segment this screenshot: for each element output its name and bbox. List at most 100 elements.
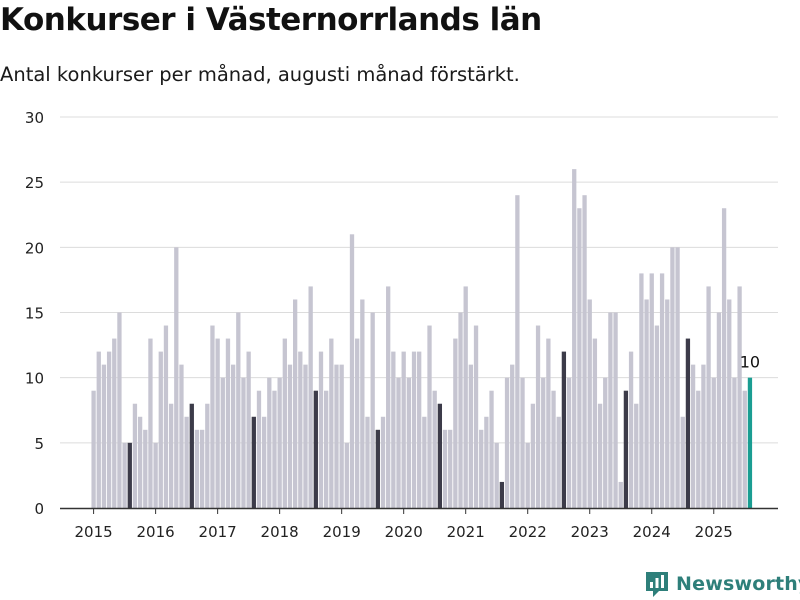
bar bbox=[236, 312, 241, 508]
y-tick-label: 10 bbox=[25, 370, 44, 388]
bar bbox=[417, 351, 422, 508]
bar bbox=[220, 377, 225, 508]
bar bbox=[504, 377, 510, 508]
bar bbox=[499, 481, 505, 508]
bar bbox=[721, 208, 727, 509]
bar bbox=[298, 351, 303, 508]
bar bbox=[148, 338, 153, 508]
y-tick-label: 0 bbox=[34, 500, 44, 518]
bar bbox=[184, 416, 189, 508]
bar bbox=[205, 403, 210, 508]
bar bbox=[122, 442, 127, 508]
bar bbox=[112, 338, 117, 508]
bar bbox=[597, 403, 603, 508]
bar bbox=[293, 299, 298, 508]
bar bbox=[199, 429, 205, 508]
bar bbox=[174, 247, 179, 508]
bar bbox=[329, 338, 334, 508]
bar bbox=[339, 364, 344, 508]
bar bbox=[179, 364, 184, 508]
x-tick-label: 2021 bbox=[447, 523, 485, 541]
bar bbox=[132, 403, 138, 508]
bar bbox=[308, 286, 313, 508]
x-tick-label: 2023 bbox=[571, 523, 609, 541]
bar bbox=[520, 377, 525, 508]
bars bbox=[91, 169, 753, 509]
bar bbox=[230, 364, 236, 508]
bar bbox=[551, 390, 556, 508]
bar bbox=[163, 325, 169, 508]
bar bbox=[406, 377, 411, 508]
bar bbox=[256, 390, 262, 508]
bar bbox=[153, 442, 158, 508]
bar bbox=[634, 403, 639, 508]
y-tick-label: 20 bbox=[25, 239, 44, 257]
bar bbox=[639, 273, 644, 508]
bar bbox=[391, 351, 396, 508]
bar bbox=[613, 312, 618, 508]
bar bbox=[556, 416, 561, 508]
bar bbox=[303, 364, 308, 508]
bar bbox=[261, 416, 267, 508]
x-tick-label: 2025 bbox=[695, 523, 733, 541]
bar bbox=[577, 208, 582, 509]
bar bbox=[143, 429, 148, 508]
bar bbox=[515, 195, 520, 508]
bar bbox=[386, 286, 391, 508]
x-tick-label: 2016 bbox=[137, 523, 175, 541]
bar bbox=[541, 377, 546, 508]
bar bbox=[355, 338, 360, 508]
bar bbox=[747, 377, 753, 508]
bar bbox=[448, 429, 453, 508]
bar bbox=[670, 247, 675, 508]
bar bbox=[737, 286, 742, 508]
bar bbox=[210, 325, 215, 508]
newsworthy-logo-icon bbox=[646, 572, 668, 597]
data-label: 10 bbox=[740, 353, 760, 372]
bar bbox=[127, 442, 132, 508]
bar bbox=[106, 351, 112, 508]
bar bbox=[422, 416, 427, 508]
bar bbox=[215, 338, 220, 508]
bar bbox=[742, 390, 747, 508]
x-tick-label: 2022 bbox=[509, 523, 547, 541]
bar bbox=[375, 429, 380, 508]
bar bbox=[685, 338, 691, 508]
bar bbox=[494, 442, 499, 508]
bar bbox=[365, 416, 370, 508]
bar bbox=[349, 234, 355, 509]
bar bbox=[117, 312, 122, 508]
bar bbox=[649, 273, 654, 508]
bar bbox=[484, 416, 489, 508]
y-axis-ticks: 0 5 10 15 20 25 30 bbox=[25, 109, 44, 518]
bar bbox=[706, 286, 711, 508]
bar bbox=[411, 351, 417, 508]
y-tick-label: 5 bbox=[34, 435, 44, 453]
bar bbox=[158, 351, 163, 508]
bar bbox=[432, 390, 437, 508]
bar bbox=[194, 429, 200, 508]
y-tick-label: 30 bbox=[25, 109, 44, 127]
bar bbox=[473, 325, 479, 508]
bar bbox=[442, 429, 448, 508]
bar bbox=[468, 364, 474, 508]
bar bbox=[603, 377, 608, 508]
bar bbox=[96, 351, 101, 508]
bar bbox=[587, 299, 592, 508]
bar bbox=[644, 299, 649, 508]
bar bbox=[189, 403, 194, 508]
bar bbox=[654, 325, 660, 508]
bar bbox=[566, 377, 572, 508]
bar bbox=[137, 416, 143, 508]
bar bbox=[659, 273, 665, 508]
bar bbox=[510, 364, 515, 508]
bar bbox=[675, 247, 680, 508]
bar bbox=[344, 442, 349, 508]
x-tick-label: 2017 bbox=[199, 523, 237, 541]
bar bbox=[525, 442, 530, 508]
bar bbox=[401, 351, 406, 508]
bar bbox=[453, 338, 458, 508]
bar bbox=[241, 377, 246, 508]
bar bbox=[561, 351, 567, 508]
